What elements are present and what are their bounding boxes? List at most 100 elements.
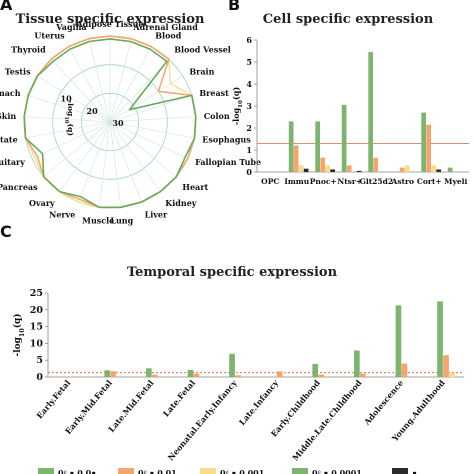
- cell-category-label: Immu: [284, 177, 309, 186]
- cell-bar: [373, 157, 378, 172]
- radar-category-label: Fallopian Tube: [195, 157, 261, 167]
- radar-spoke: [24, 116, 111, 123]
- radar-category-label: Muscle: [82, 215, 114, 225]
- cell-y-tick-label: 5: [246, 57, 252, 67]
- radar-spoke: [43, 121, 111, 178]
- temporal-bar: [360, 373, 366, 377]
- radar-category-label: Liver: [145, 209, 168, 219]
- cell-bar: [325, 165, 330, 172]
- temporal-bar: [318, 374, 325, 377]
- panel-label-b: B: [228, 0, 240, 14]
- radar-spoke: [109, 116, 196, 123]
- temporal-bar: [449, 373, 455, 377]
- radar-spoke: [109, 121, 177, 178]
- temporal-y-tick-label: 25: [30, 288, 43, 299]
- cell-category-label: OPC: [261, 177, 279, 186]
- cell-category-label: Myeli: [444, 177, 467, 186]
- radar-spoke: [109, 95, 192, 123]
- temporal-category-label: Middle.Late.Childhood: [290, 378, 364, 463]
- radar-category-label: Vagina: [55, 22, 86, 32]
- radar-spoke: [37, 75, 111, 123]
- radar-title: Tissue specific expression: [16, 12, 205, 27]
- radar-axis-label: -log10(q): [63, 100, 75, 136]
- radar-category-label: Prostate: [0, 135, 18, 145]
- cell-bar: [346, 165, 352, 172]
- legend-label: ∎: [412, 468, 417, 474]
- temporal-y-tick-label: 0: [36, 372, 43, 383]
- cell-chart-title: Cell specific expression: [263, 12, 434, 27]
- cell-category-label: Pnoc+: [310, 177, 337, 186]
- temporal-category-label: Late.Mid.Fetal: [106, 378, 155, 434]
- radar-spoke: [50, 59, 111, 123]
- cell-bar: [298, 165, 304, 172]
- radar-spoke: [98, 121, 111, 208]
- temporal-bar: [443, 355, 449, 377]
- legend-label: 0ℓ ∎ 0.0001: [312, 468, 362, 474]
- cell-bar: [404, 165, 410, 172]
- radar-category-label: Breast: [199, 88, 229, 98]
- cell-bar: [368, 52, 373, 172]
- cell-category-label: Astro: [391, 177, 414, 186]
- cell-bar-chart: 0 1 2 3 4 5 6 -log10(q) OPC Immu Pnoc+ Ntsr+Glt25d2…: [231, 35, 469, 186]
- radar-category-label: Testis: [5, 67, 31, 77]
- cell-category-label: Ntsr+: [337, 177, 362, 186]
- temporal-bar: [146, 368, 152, 377]
- temporal-y-tick-label: 5: [36, 355, 43, 366]
- temporal-chart-title: Temporal specific expression: [127, 265, 338, 280]
- legend: 0ℓ ∎ 0.0∎ 0ℓ ∎ 0.01 0ℓ ∎ 0.001 0ℓ ∎ 0.0001 ∎: [38, 468, 417, 474]
- radar-category-label: Nerve: [49, 209, 75, 219]
- radar-category-label: Adipose Tissue: [75, 19, 143, 29]
- radar-category-label: Stomach: [0, 88, 21, 98]
- radar-spoke: [59, 121, 111, 192]
- cell-bar: [288, 121, 294, 172]
- radar-spoke: [109, 121, 195, 139]
- cell-bar: [293, 145, 299, 172]
- radar-tick-label: 30: [112, 118, 124, 128]
- radar-category-label: Thyroid: [11, 45, 46, 55]
- cell-bar: [436, 169, 441, 172]
- legend-swatch: [200, 468, 216, 474]
- temporal-bar: [354, 350, 360, 377]
- radar-tick-label: 10: [61, 94, 73, 104]
- radar-spoke: [88, 38, 111, 123]
- temporal-category-label: Neonatal.Early.Infancy: [165, 378, 238, 463]
- radar-category-label: Pituitary: [0, 157, 25, 167]
- radar-spoke: [32, 121, 111, 159]
- temporal-bar: [110, 371, 117, 377]
- cell-category-label: Glt25d2: [359, 177, 393, 186]
- radar-category-label: Skin: [0, 111, 16, 121]
- temporal-bar: [276, 371, 283, 377]
- temporal-category-label: Late.Infancy: [237, 378, 281, 428]
- temporal-y-tick-label: 15: [30, 322, 43, 333]
- temporal-bar: [437, 301, 443, 377]
- radar-tick-label: 20: [87, 106, 99, 116]
- legend-swatch: [38, 468, 54, 474]
- cell-bar: [421, 112, 426, 172]
- temporal-y-tick-label: 20: [30, 305, 44, 316]
- cell-bar: [320, 157, 325, 172]
- radar-spoke: [109, 121, 161, 192]
- cell-bar: [315, 121, 320, 172]
- radar-category-label: Brain: [189, 67, 214, 77]
- temporal-bar: [229, 353, 235, 377]
- temporal-bar: [401, 363, 408, 377]
- legend-label: 0ℓ ∎ 0.01: [138, 468, 177, 474]
- temporal-y-label: -log10(q): [12, 313, 26, 356]
- temporal-bar-chart: 0510152025-log10(q)Early.FetalEarly.Mid.…: [12, 288, 464, 463]
- temporal-category-label: Early.Fetal: [34, 378, 72, 421]
- temporal-bar: [235, 375, 241, 377]
- radar-spoke: [109, 121, 188, 159]
- radar-category-label: Adrenal Gland: [132, 22, 198, 32]
- radar-series-0: [23, 38, 197, 209]
- cell-bar: [356, 170, 362, 172]
- temporal-y-tick-label: 10: [30, 338, 44, 349]
- cell-bar: [447, 167, 453, 172]
- legend-swatch: [118, 468, 134, 474]
- radar-category-label: Blood Vessel: [174, 45, 231, 55]
- cell-y-tick-label: 0: [246, 167, 252, 177]
- radar-spoke: [25, 121, 111, 139]
- radar-category-label: Blood: [155, 31, 181, 41]
- radar-spoke: [78, 121, 111, 203]
